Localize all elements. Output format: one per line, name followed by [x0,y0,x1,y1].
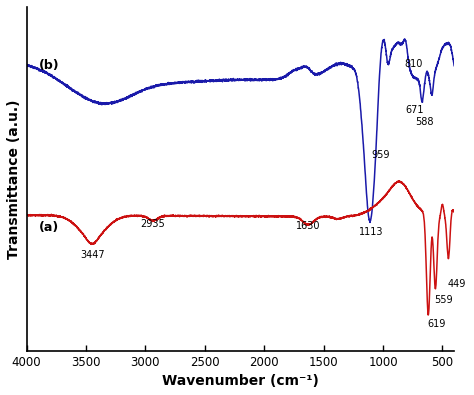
Text: 671: 671 [405,105,423,115]
Text: (a): (a) [38,221,59,234]
Text: 559: 559 [435,295,453,305]
Text: 619: 619 [428,319,446,329]
Text: 959: 959 [371,150,390,160]
X-axis label: Wavenumber (cm⁻¹): Wavenumber (cm⁻¹) [162,374,319,388]
Text: 1113: 1113 [359,227,383,237]
Y-axis label: Transmittance (a.u.): Transmittance (a.u.) [7,99,21,259]
Text: 588: 588 [415,117,434,127]
Text: 810: 810 [405,58,423,69]
Text: 2935: 2935 [141,219,165,229]
Text: (b): (b) [38,59,59,72]
Text: 449: 449 [448,279,466,289]
Text: 3447: 3447 [80,250,105,260]
Text: 1630: 1630 [296,221,320,231]
